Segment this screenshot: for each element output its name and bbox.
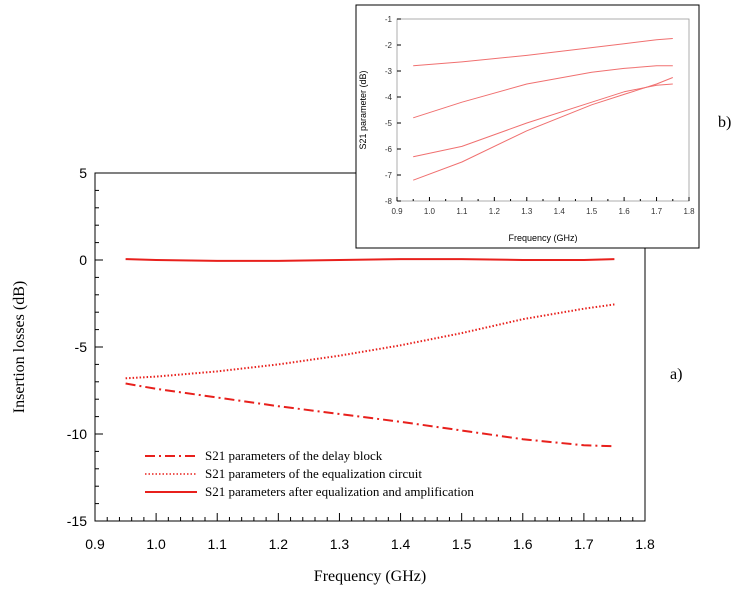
- inset-y-tick-label: -6: [385, 145, 393, 154]
- legend-label-after-equalization: S21 parameters after equalization and am…: [205, 484, 474, 499]
- main-series-line-2: [125, 303, 615, 380]
- inset-series-line-1: [413, 38, 673, 67]
- inset-x-tick-label: 1.3: [521, 207, 533, 216]
- legend-label-delay-block: S21 parameters of the delay block: [205, 448, 383, 463]
- inset-y-tick-label: -8: [385, 197, 393, 206]
- inset-x-tick-label: 1.7: [651, 207, 663, 216]
- main-x-ticks: 0.9 1.0 1.1 1.2 1.3 1.4 1.5 1.6 1.7 1.8: [85, 513, 655, 552]
- inset-y-tick-label: -1: [385, 15, 393, 24]
- main-x-tick-label: 1.5: [452, 536, 472, 552]
- inset-y-tick-label: -4: [385, 93, 393, 102]
- main-y-tick-label: -15: [67, 513, 87, 529]
- main-x-tick-label: 1.4: [391, 536, 411, 552]
- inset-y-axis-label: S21 parameter (dB): [358, 70, 368, 149]
- inset-x-tick-label: 0.9: [391, 207, 403, 216]
- inset-series-group: [413, 38, 673, 181]
- main-y-ticks: 5 0 -5 -10 -15: [67, 165, 103, 529]
- inset-plot-frame: [396, 18, 690, 202]
- main-series-line-1: [125, 382, 615, 448]
- legend-label-equalization-circuit: S21 parameters of the equalization circu…: [205, 466, 422, 481]
- inset-series-line-2: [413, 65, 673, 119]
- panel-label-b: b): [718, 114, 731, 131]
- inset-y-tick-label: -5: [385, 119, 393, 128]
- main-x-tick-label: 1.8: [635, 536, 655, 552]
- main-x-tick-label: 1.2: [269, 536, 289, 552]
- inset-y-tick-label: -7: [385, 171, 393, 180]
- inset-x-tick-label: 1.2: [489, 207, 501, 216]
- inset-x-axis-label: Frequency (GHz): [508, 233, 577, 243]
- main-series-line-3: [125, 258, 615, 262]
- inset-series-line-3: [413, 83, 673, 158]
- inset-y-ticks: -1 -2 -3 -4 -5 -6 -7 -8: [385, 15, 401, 206]
- inset-chart: 0.9 1.0 1.1 1.2 1.3 1.4 1.5 1.6 1.7 1.8 -1-2-3-4-…: [355, 4, 731, 249]
- main-x-tick-label: 1.3: [330, 536, 350, 552]
- main-x-axis-label: Frequency (GHz): [314, 568, 426, 585]
- main-y-tick-label: 5: [79, 165, 87, 181]
- main-x-tick-label: 1.6: [513, 536, 533, 552]
- main-y-tick-label: -10: [67, 426, 87, 442]
- inset-x-tick-label: 1.0: [424, 207, 436, 216]
- inset-x-tick-label: 1.4: [554, 207, 566, 216]
- inset-x-tick-label: 1.1: [456, 207, 468, 216]
- main-y-axis-label: Insertion losses (dB): [11, 281, 28, 413]
- inset-x-ticks: 0.9 1.0 1.1 1.2 1.3 1.4 1.5 1.6 1.7 1.8: [391, 197, 695, 216]
- main-legend: S21 parameters of the delay block S21 pa…: [145, 448, 474, 499]
- main-x-tick-label: 1.1: [207, 536, 227, 552]
- panel-label-a: a): [670, 366, 682, 383]
- main-x-tick-label: 1.0: [146, 536, 166, 552]
- main-x-tick-label: 0.9: [85, 536, 105, 552]
- main-y-tick-label: -5: [75, 339, 88, 355]
- inset-y-tick-label: -2: [385, 41, 393, 50]
- inset-x-tick-label: 1.5: [586, 207, 598, 216]
- inset-y-tick-label: -3: [385, 67, 393, 76]
- main-y-tick-label: 0: [79, 252, 87, 268]
- main-x-tick-label: 1.7: [574, 536, 594, 552]
- inset-series-line-4: [413, 77, 673, 181]
- inset-x-tick-label: 1.6: [619, 207, 631, 216]
- main-series-group: [125, 258, 615, 448]
- inset-x-tick-label: 1.8: [683, 207, 695, 216]
